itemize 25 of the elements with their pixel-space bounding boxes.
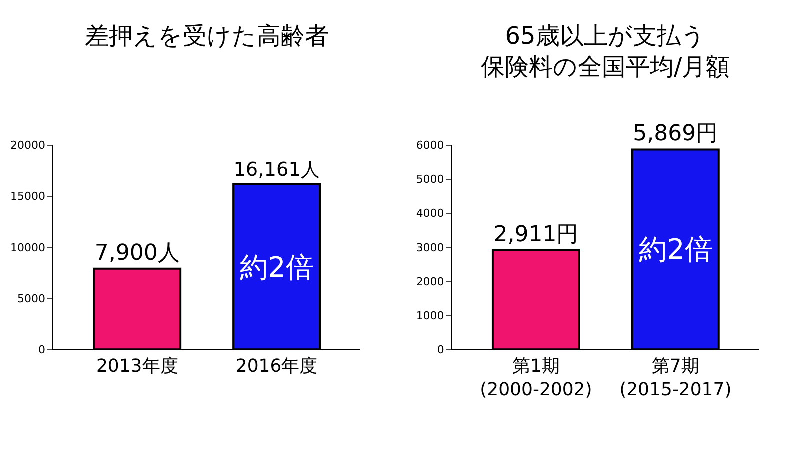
chart-title: 65歳以上が支払う xyxy=(505,22,706,50)
y-tick-label: 4000 xyxy=(416,207,444,220)
x-tick-label: 第7期 (2015-2017) xyxy=(620,356,732,401)
y-tick-label: 0 xyxy=(38,343,46,356)
y-tick-label: 10000 xyxy=(10,241,46,254)
y-tick-label: 6000 xyxy=(416,139,444,152)
data-label: 7,900人 xyxy=(94,240,180,266)
y-tick-label: 2000 xyxy=(416,275,444,288)
annotation: 約2倍 xyxy=(639,233,713,266)
chart-subtitle: 保険料の全国平均/月額 xyxy=(481,53,730,82)
chart-title: 差押えを受けた高齢者 xyxy=(85,22,329,50)
data-label: 16,161人 xyxy=(234,158,320,182)
x-tick-label: 2013年度 xyxy=(96,356,178,378)
y-tick-label: 5000 xyxy=(416,173,444,186)
y-tick-label: 15000 xyxy=(10,190,46,204)
annotation: 約2倍 xyxy=(240,251,314,284)
y-tick-label: 20000 xyxy=(10,139,46,152)
x-tick-label: 2016年度 xyxy=(236,356,318,378)
y-tick-label: 5000 xyxy=(17,292,46,306)
data-label: 2,911円 xyxy=(494,222,579,248)
y-tick-label: 1000 xyxy=(416,309,444,322)
y-tick-label: 0 xyxy=(437,343,444,356)
y-tick-label: 3000 xyxy=(416,241,444,254)
x-tick-label: 第1期 (2000-2002) xyxy=(480,356,592,401)
data-label: 5,869円 xyxy=(633,122,718,147)
